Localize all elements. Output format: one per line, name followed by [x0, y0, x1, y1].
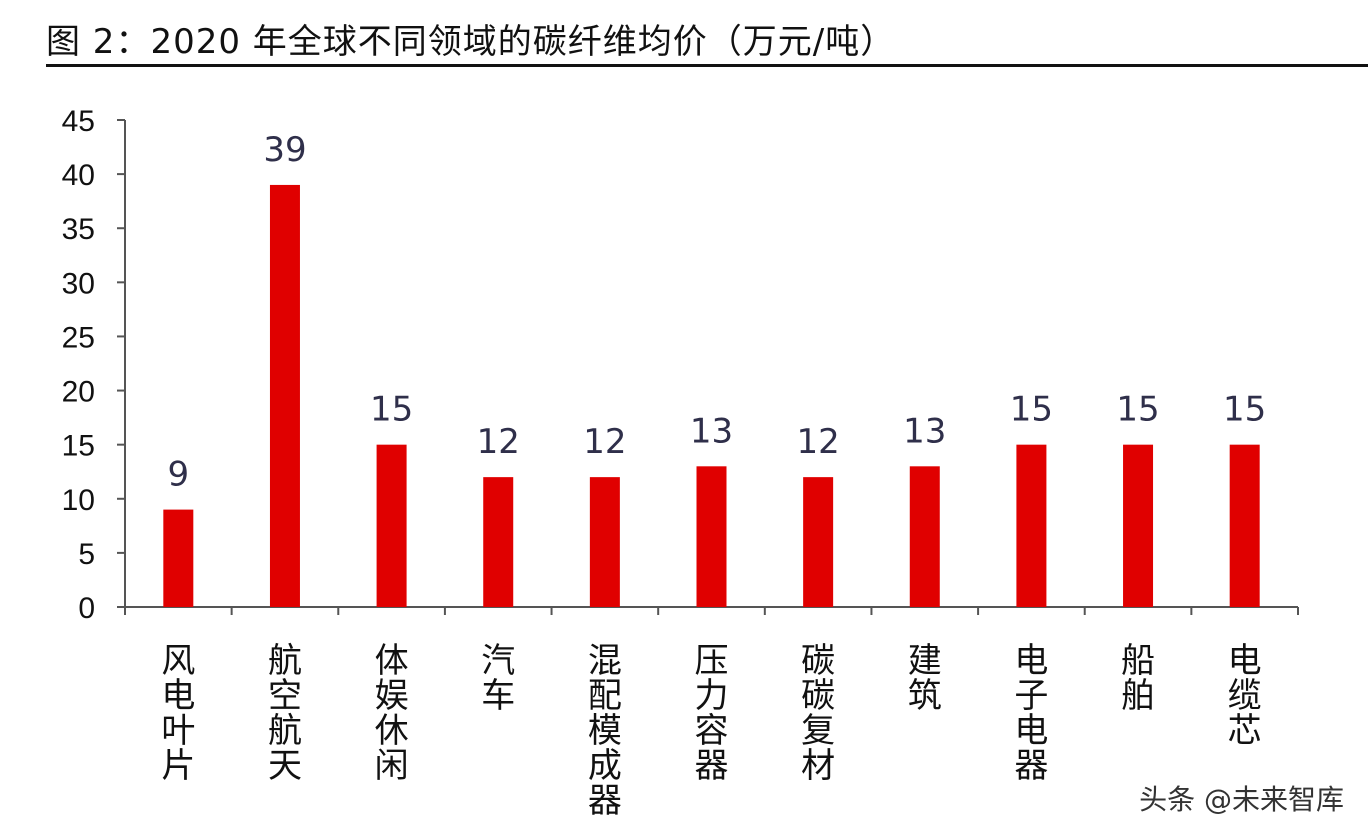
data-label: 12	[797, 422, 840, 462]
bar	[909, 466, 940, 607]
y-tick-label: 0	[78, 592, 95, 625]
bar	[589, 477, 620, 607]
data-label: 12	[583, 422, 626, 462]
bar	[163, 509, 194, 607]
y-tick-label: 10	[62, 484, 95, 517]
data-label: 15	[1116, 390, 1159, 430]
bar	[1123, 444, 1154, 607]
x-tick-label: 混配模成器	[588, 641, 622, 821]
x-tick-label: 碳碳复材	[801, 641, 835, 786]
x-tick-label: 航空航天	[268, 641, 302, 786]
watermark: 头条 @未来智库	[1139, 783, 1344, 816]
bar	[1016, 444, 1047, 607]
data-label: 9	[167, 455, 189, 495]
y-tick-label: 45	[62, 105, 95, 138]
y-tick-label: 20	[62, 376, 95, 409]
x-tick-label: 船舶	[1121, 641, 1155, 716]
x-tick-label: 压力容器	[695, 641, 729, 786]
y-tick-label: 25	[62, 321, 95, 354]
x-tick-label: 风电叶片	[161, 641, 195, 786]
data-label: 15	[1010, 390, 1053, 430]
chart-axes: 0 5 10 15 20 25 30 35 40 45	[62, 105, 1299, 625]
bar	[376, 444, 407, 607]
chart-title: 图 2：2020 年全球不同领域的碳纤维均价（万元/吨）	[46, 22, 896, 62]
x-tick-label: 电缆芯	[1228, 641, 1262, 751]
title-underline	[46, 64, 1368, 67]
data-label: 13	[690, 411, 733, 451]
y-tick-label: 35	[62, 213, 95, 246]
x-tick-label: 体娱休闲	[375, 641, 409, 786]
bar	[483, 477, 514, 607]
x-tick-label: 电子电器	[1014, 641, 1048, 786]
x-tick-label: 汽车	[481, 641, 515, 716]
bar	[803, 477, 834, 607]
y-tick-label: 15	[62, 430, 95, 463]
data-label: 12	[477, 422, 520, 462]
y-tick-label: 5	[78, 538, 95, 571]
data-label: 15	[1223, 390, 1266, 430]
data-label: 13	[903, 411, 946, 451]
data-label: 39	[263, 130, 306, 170]
y-tick-label: 30	[62, 267, 95, 300]
y-tick-label: 40	[62, 159, 95, 192]
data-label: 15	[370, 390, 413, 430]
chart-bars	[163, 184, 1260, 607]
bar	[696, 466, 727, 607]
bar	[1229, 444, 1260, 607]
chart-labels: 9 风电叶片 39 航空航天 15 体娱休闲 12 汽车 12 混配模成器 13 压力容器 12 碳碳复材…	[161, 130, 1266, 821]
x-tick-label: 建筑	[908, 641, 942, 716]
bar	[269, 184, 300, 607]
